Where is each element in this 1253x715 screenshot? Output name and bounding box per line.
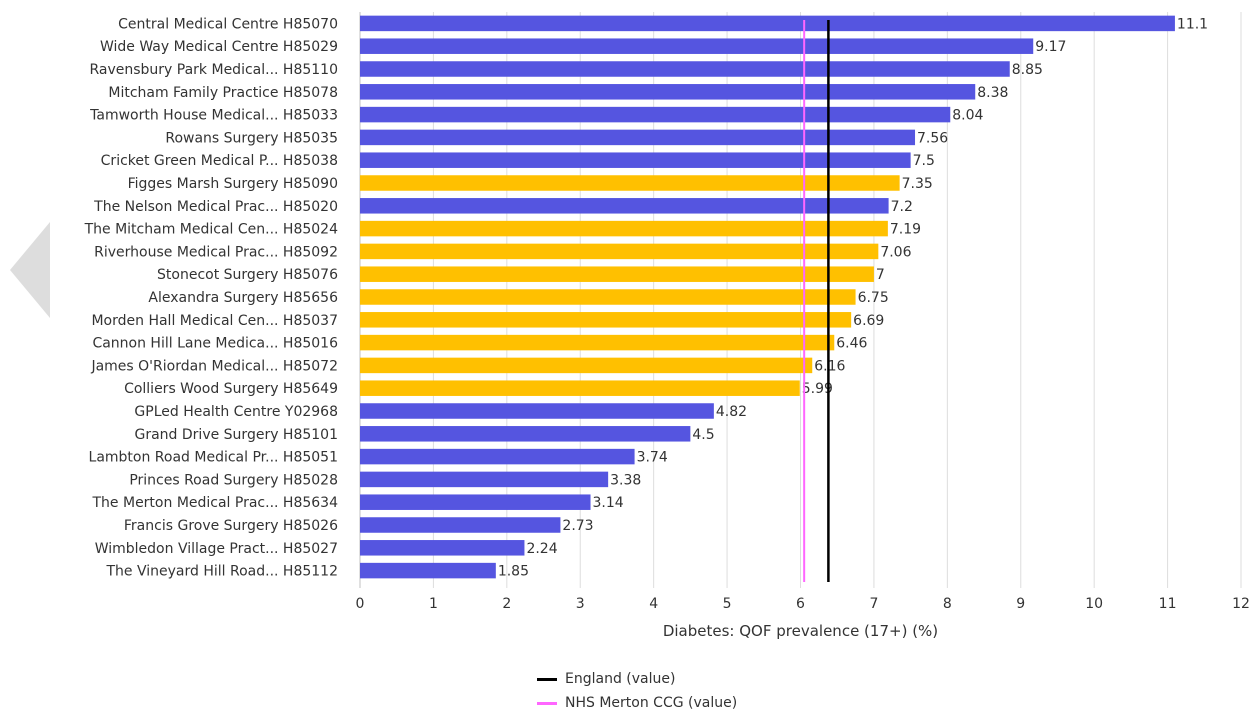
previous-arrow-icon[interactable] xyxy=(10,222,50,318)
category-label: Rowans Surgery H85035 xyxy=(165,130,338,146)
category-label: Ravensbury Park Medical... H85110 xyxy=(89,62,338,78)
value-label: 4.82 xyxy=(716,404,747,420)
x-tick-label: 6 xyxy=(796,596,805,612)
bar[interactable] xyxy=(360,494,591,510)
value-label: 7.35 xyxy=(902,176,933,192)
value-label: 7 xyxy=(876,267,885,283)
value-label: 4.5 xyxy=(692,427,714,443)
category-label: Alexandra Surgery H85656 xyxy=(148,290,338,306)
category-label: Mitcham Family Practice H85078 xyxy=(108,85,338,101)
bar[interactable] xyxy=(360,38,1034,54)
bar[interactable] xyxy=(360,562,496,579)
value-label: 6.16 xyxy=(814,358,845,374)
legend-swatch-england xyxy=(537,677,557,681)
legend-item-england[interactable]: England (value) xyxy=(537,667,737,691)
bar[interactable] xyxy=(360,471,609,488)
category-label: The Vineyard Hill Road... H85112 xyxy=(106,564,339,580)
bar[interactable] xyxy=(360,129,916,146)
x-tick-label: 8 xyxy=(943,596,952,612)
category-label: Princes Road Surgery H85028 xyxy=(129,472,338,488)
legend-swatch-ccg xyxy=(537,701,557,705)
category-label: Stonecot Surgery H85076 xyxy=(157,267,338,283)
value-label: 8.85 xyxy=(1012,62,1043,78)
category-label: Central Medical Centre H85070 xyxy=(118,16,338,32)
bar[interactable] xyxy=(360,152,911,168)
bar[interactable] xyxy=(360,357,813,374)
legend-label-ccg: NHS Merton CCG (value) xyxy=(565,695,738,711)
category-label: James O'Riordan Medical... H85072 xyxy=(90,358,338,374)
x-tick-label: 0 xyxy=(356,596,365,612)
bar[interactable] xyxy=(360,84,976,100)
value-label: 2.24 xyxy=(526,541,557,557)
legend: England (value) NHS Merton CCG (value) xyxy=(537,667,737,715)
x-tick-label: 7 xyxy=(869,596,878,612)
value-label: 8.38 xyxy=(977,85,1008,101)
bar[interactable] xyxy=(360,266,874,282)
value-label: 7.5 xyxy=(913,153,935,169)
value-label: 7.19 xyxy=(890,222,921,238)
bar[interactable] xyxy=(360,334,835,351)
category-label: Grand Drive Surgery H85101 xyxy=(135,427,339,443)
value-label: 9.17 xyxy=(1035,39,1066,55)
bar[interactable] xyxy=(360,540,525,556)
category-label: Morden Hall Medical Cen... H85037 xyxy=(91,313,338,329)
value-label: 6.75 xyxy=(858,290,889,306)
x-tick-label: 11 xyxy=(1159,596,1177,612)
value-label: 5.99 xyxy=(802,381,833,397)
bar[interactable] xyxy=(360,198,889,214)
x-tick-label: 3 xyxy=(576,596,585,612)
bar[interactable] xyxy=(360,243,879,260)
bar[interactable] xyxy=(360,61,1010,77)
x-tick-label: 2 xyxy=(502,596,511,612)
bar[interactable] xyxy=(360,312,852,328)
legend-item-ccg[interactable]: NHS Merton CCG (value) xyxy=(537,691,737,715)
category-label: Colliers Wood Surgery H85649 xyxy=(124,381,338,397)
x-tick-label: 1 xyxy=(429,596,438,612)
bar[interactable] xyxy=(360,426,691,442)
category-label: GPLed Health Centre Y02968 xyxy=(134,404,338,420)
category-label: Figges Marsh Surgery H85090 xyxy=(128,176,338,192)
bar[interactable] xyxy=(360,106,951,123)
x-tick-label: 9 xyxy=(1016,596,1025,612)
value-label: 3.14 xyxy=(593,495,624,511)
x-tick-label: 5 xyxy=(723,596,732,612)
bar[interactable] xyxy=(360,220,888,237)
category-label: Riverhouse Medical Prac... H85092 xyxy=(94,244,338,260)
bar[interactable] xyxy=(360,289,856,305)
bar[interactable] xyxy=(360,380,800,396)
value-label: 3.74 xyxy=(637,450,668,466)
category-label: Wimbledon Village Pract... H85027 xyxy=(95,541,338,557)
bar[interactable] xyxy=(360,403,714,419)
value-label: 3.38 xyxy=(610,472,641,488)
bar[interactable] xyxy=(360,448,635,465)
x-tick-label: 4 xyxy=(649,596,658,612)
category-label: Tamworth House Medical... H85033 xyxy=(89,108,338,124)
category-label: The Merton Medical Prac... H85634 xyxy=(92,495,339,511)
legend-label-england: England (value) xyxy=(565,671,676,687)
value-label: 2.73 xyxy=(562,518,593,534)
category-label: Cricket Green Medical P... H85038 xyxy=(101,153,338,169)
value-label: 1.85 xyxy=(498,564,529,580)
value-label: 7.06 xyxy=(880,244,911,260)
bar[interactable] xyxy=(360,15,1175,32)
x-tick-label: 10 xyxy=(1085,596,1103,612)
value-label: 7.56 xyxy=(917,130,948,146)
category-label: The Mitcham Medical Cen... H85024 xyxy=(84,222,338,238)
bar[interactable] xyxy=(360,175,900,191)
bar[interactable] xyxy=(360,517,561,533)
x-axis-title: Diabetes: QOF prevalence (17+) (%) xyxy=(662,622,939,640)
category-label: Francis Grove Surgery H85026 xyxy=(124,518,338,534)
category-label: Cannon Hill Lane Medica... H85016 xyxy=(92,336,338,352)
category-label: The Nelson Medical Prac... H85020 xyxy=(93,199,338,215)
category-label: Lambton Road Medical Pr... H85051 xyxy=(89,450,338,466)
value-label: 7.2 xyxy=(891,199,913,215)
category-label: Wide Way Medical Centre H85029 xyxy=(100,39,338,55)
x-tick-label: 12 xyxy=(1232,596,1250,612)
value-label: 6.69 xyxy=(853,313,884,329)
value-label: 11.1 xyxy=(1177,16,1208,32)
value-label: 8.04 xyxy=(952,108,983,124)
value-label: 6.46 xyxy=(836,336,867,352)
